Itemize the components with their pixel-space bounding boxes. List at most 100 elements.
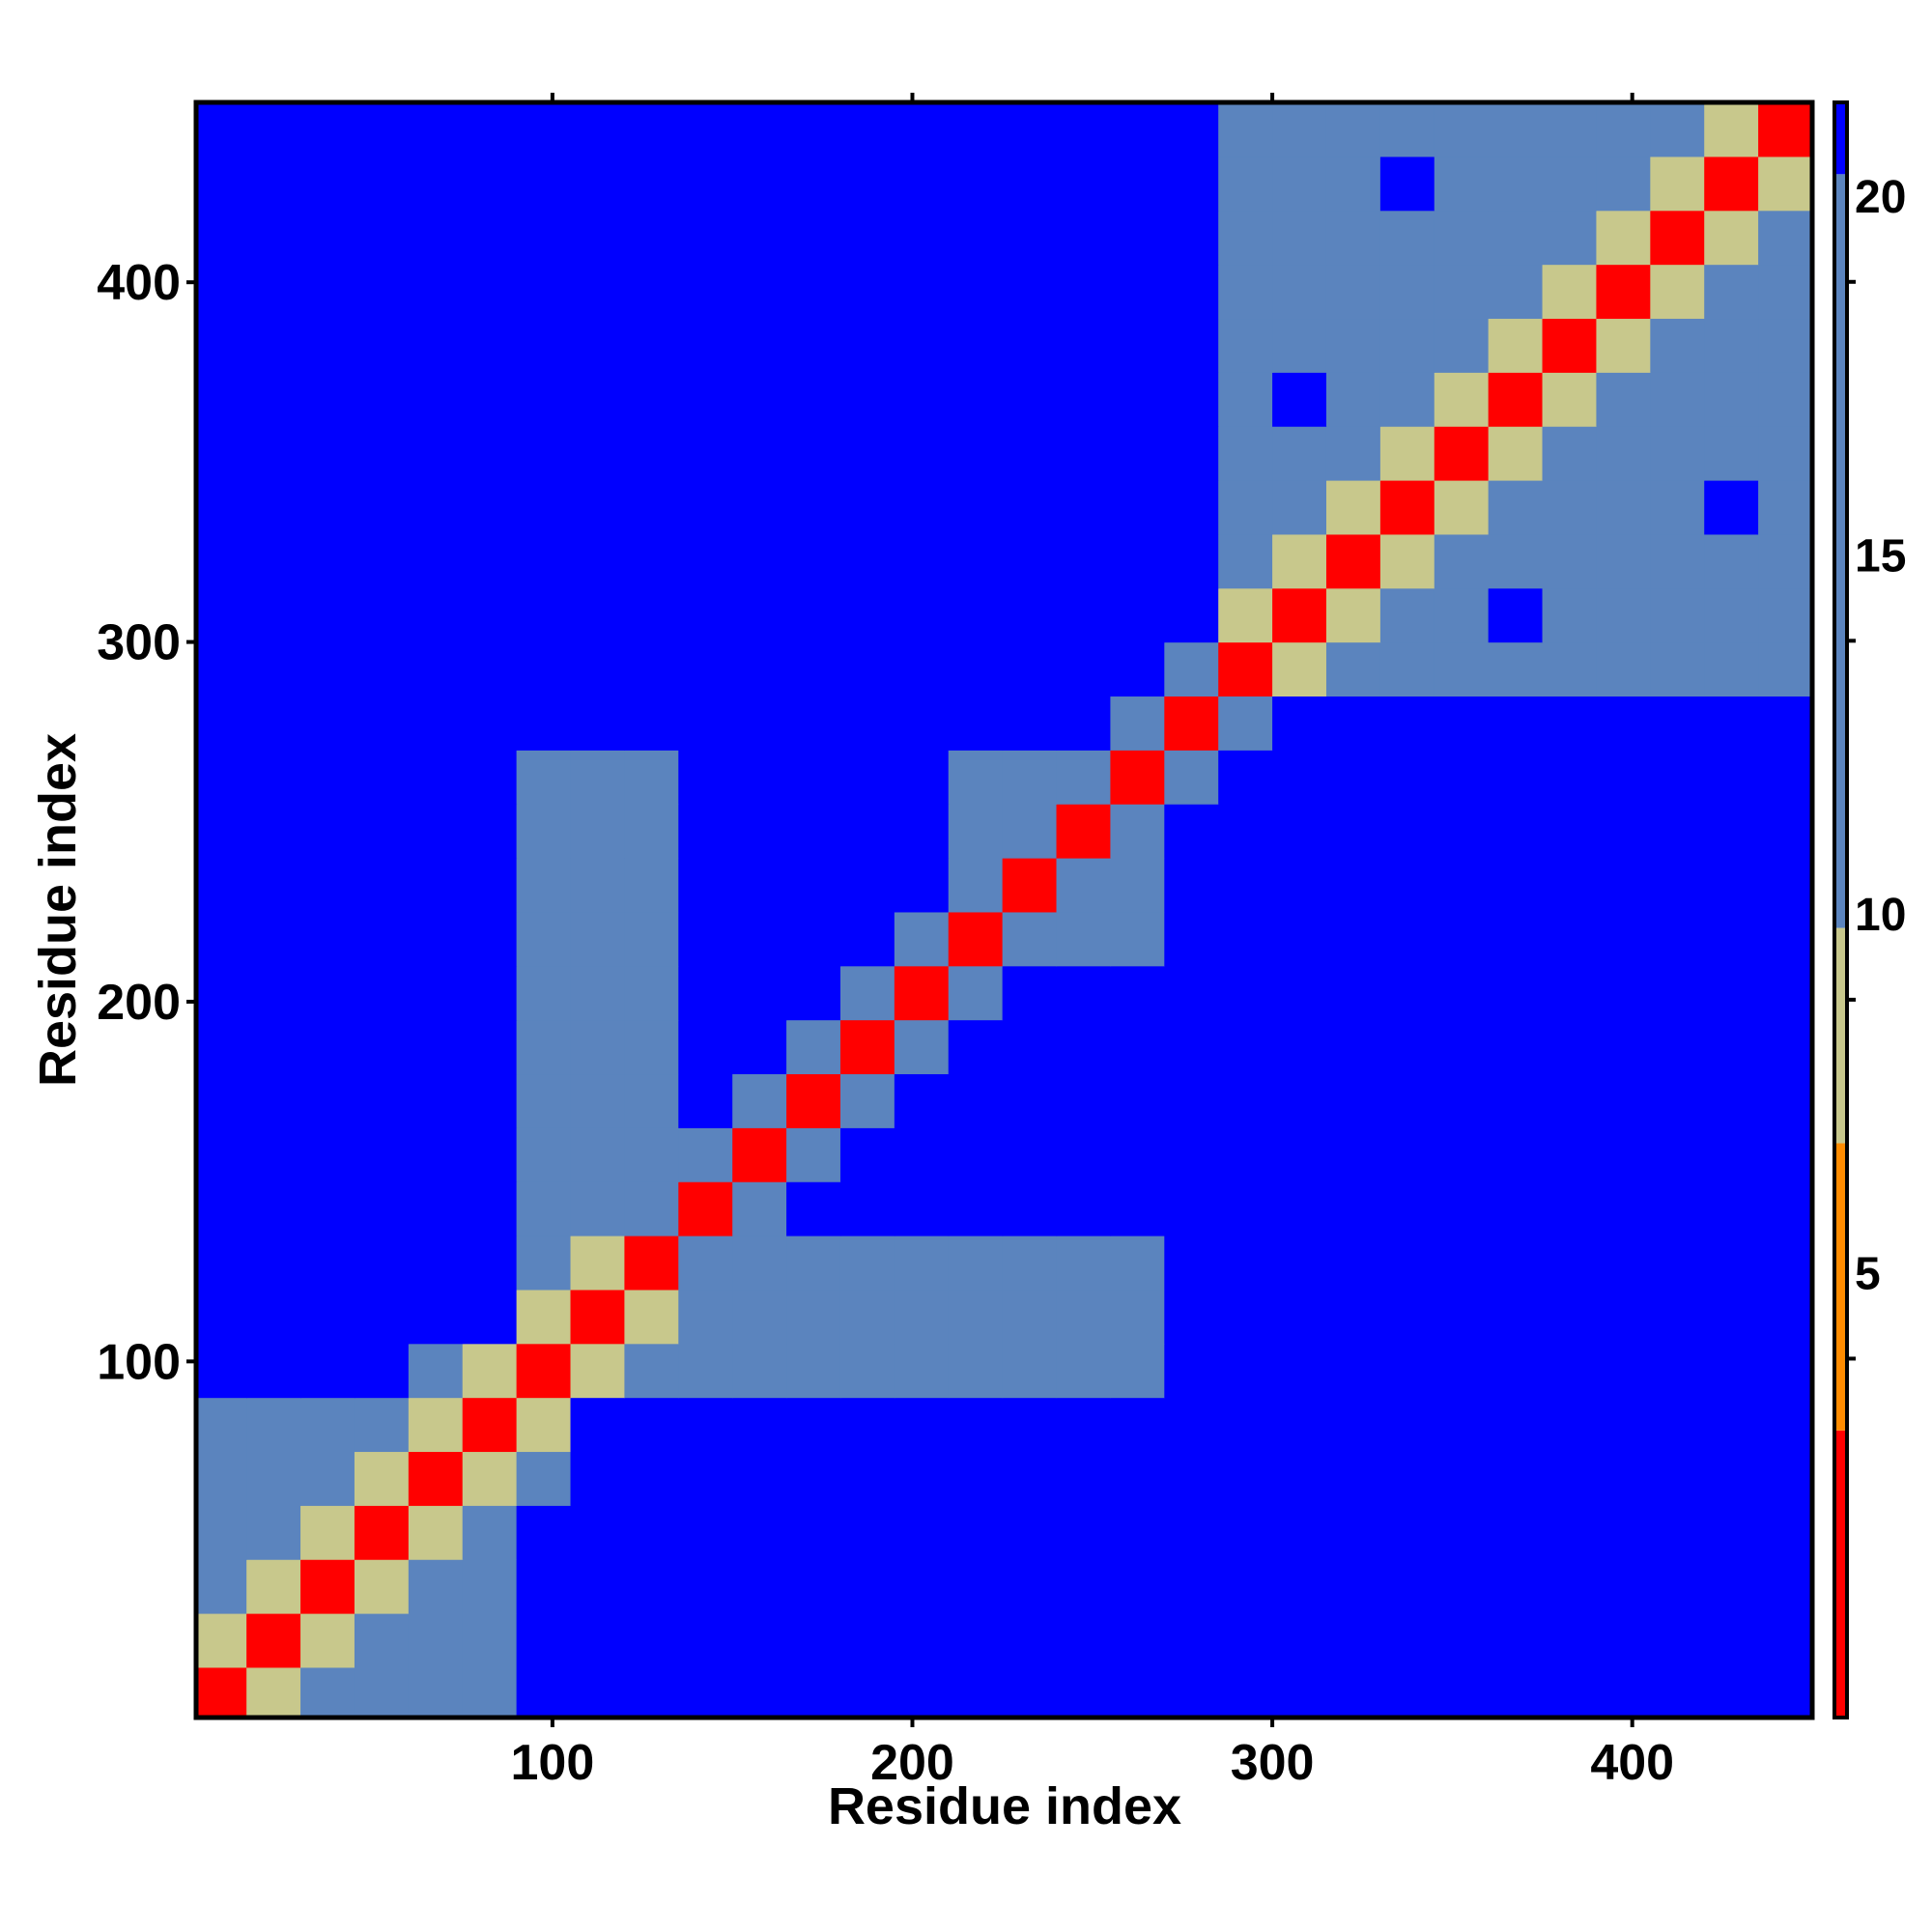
heatmap-cell xyxy=(1056,911,1112,967)
heatmap-cell xyxy=(1164,696,1219,751)
heatmap-cell xyxy=(1272,372,1327,427)
heatmap-cell xyxy=(1056,264,1112,320)
heatmap-cell xyxy=(516,1019,572,1075)
heatmap-cell xyxy=(1596,696,1651,751)
heatmap-cell xyxy=(1542,1073,1598,1128)
heatmap-cell xyxy=(246,858,301,913)
heatmap-cell xyxy=(1434,372,1490,427)
heatmap-cell xyxy=(1272,641,1327,697)
heatmap-cell xyxy=(570,1613,626,1668)
heatmap-cell xyxy=(1758,1559,1812,1614)
heatmap-cell xyxy=(1164,1019,1219,1075)
heatmap-cell xyxy=(786,372,841,427)
heatmap-cell xyxy=(839,911,895,967)
heatmap-cell xyxy=(1650,210,1705,266)
heatmap-cell xyxy=(1218,533,1273,589)
heatmap-cell xyxy=(246,804,301,859)
heatmap-cell xyxy=(786,696,841,751)
heatmap-cell xyxy=(1434,480,1490,535)
heatmap-cell xyxy=(1110,858,1165,913)
heatmap-cell xyxy=(1164,1343,1219,1399)
heatmap-cell xyxy=(1110,264,1165,320)
heatmap-cell xyxy=(948,1343,1004,1399)
heatmap-cell xyxy=(1488,533,1544,589)
heatmap-cell xyxy=(1434,1343,1490,1399)
heatmap-cell xyxy=(678,1559,733,1614)
heatmap-cell xyxy=(300,372,355,427)
heatmap-cell xyxy=(570,533,626,589)
heatmap-cell xyxy=(1758,156,1812,212)
heatmap-cell xyxy=(1325,1559,1381,1614)
heatmap-cell xyxy=(1272,210,1327,266)
heatmap-cell xyxy=(1056,1019,1112,1075)
heatmap-cell xyxy=(300,426,355,481)
heatmap-cell xyxy=(1704,1559,1759,1614)
heatmap-cell xyxy=(570,156,626,212)
heatmap-cell xyxy=(948,210,1004,266)
heatmap-cell xyxy=(786,156,841,212)
heatmap-cell xyxy=(516,480,572,535)
heatmap-cell xyxy=(354,1505,410,1560)
heatmap-cell xyxy=(894,750,950,805)
heatmap-cell xyxy=(624,1397,679,1453)
heatmap-cell xyxy=(1325,804,1381,859)
heatmap-cell xyxy=(570,750,626,805)
heatmap-cell xyxy=(1272,1666,1327,1718)
heatmap-cell xyxy=(1325,965,1381,1021)
heatmap-cell xyxy=(246,1181,301,1236)
heatmap-cell xyxy=(1650,1397,1705,1453)
heatmap-cell xyxy=(839,804,895,859)
heatmap-cell xyxy=(624,533,679,589)
heatmap-cell xyxy=(196,1559,247,1614)
heatmap-cell xyxy=(246,1073,301,1128)
heatmap-cell xyxy=(196,1613,247,1668)
heatmap-cell xyxy=(1379,696,1435,751)
heatmap-cell xyxy=(839,1559,895,1614)
heatmap-cell xyxy=(300,911,355,967)
heatmap-cell xyxy=(732,1343,787,1399)
heatmap-cell xyxy=(354,264,410,320)
heatmap-cell xyxy=(1542,102,1598,157)
heatmap-cell xyxy=(408,533,464,589)
heatmap-cell xyxy=(570,1666,626,1718)
heatmap-cell xyxy=(300,480,355,535)
heatmap-cell xyxy=(1704,696,1759,751)
heatmap-cell xyxy=(462,587,518,643)
heatmap-cell xyxy=(300,156,355,212)
x-tick-label: 400 xyxy=(1590,1735,1674,1791)
heatmap-cell xyxy=(1325,696,1381,751)
heatmap-cell xyxy=(1110,1236,1165,1291)
heatmap-cell xyxy=(948,1236,1004,1291)
heatmap xyxy=(196,102,1812,1718)
heatmap-cell xyxy=(1758,911,1812,967)
heatmap-cell xyxy=(1164,210,1219,266)
heatmap-cell xyxy=(1056,858,1112,913)
heatmap-cell xyxy=(196,426,247,481)
heatmap-cell xyxy=(570,210,626,266)
heatmap-cell xyxy=(624,1236,679,1291)
heatmap-cell xyxy=(1218,264,1273,320)
heatmap-cell xyxy=(1542,1019,1598,1075)
heatmap-cell xyxy=(300,696,355,751)
heatmap-cell xyxy=(1164,1451,1219,1506)
heatmap-cell xyxy=(300,1666,355,1718)
heatmap-cell xyxy=(1164,641,1219,697)
heatmap-cell xyxy=(678,1073,733,1128)
heatmap-cell xyxy=(948,102,1004,157)
heatmap-cell xyxy=(1110,102,1165,157)
heatmap-cell xyxy=(839,1451,895,1506)
heatmap-cell xyxy=(1542,156,1598,212)
heatmap-cell xyxy=(1379,641,1435,697)
heatmap-cell xyxy=(516,587,572,643)
heatmap-cell xyxy=(1379,1451,1435,1506)
heatmap-cell xyxy=(1164,1397,1219,1453)
heatmap-cell xyxy=(1110,1127,1165,1182)
heatmap-cell xyxy=(786,587,841,643)
heatmap-cell xyxy=(1272,587,1327,643)
heatmap-cell xyxy=(678,965,733,1021)
heatmap-cell xyxy=(516,1451,572,1506)
heatmap-cell xyxy=(1218,318,1273,373)
heatmap-cell xyxy=(1164,102,1219,157)
heatmap-cell xyxy=(1379,480,1435,535)
heatmap-cell xyxy=(1272,750,1327,805)
